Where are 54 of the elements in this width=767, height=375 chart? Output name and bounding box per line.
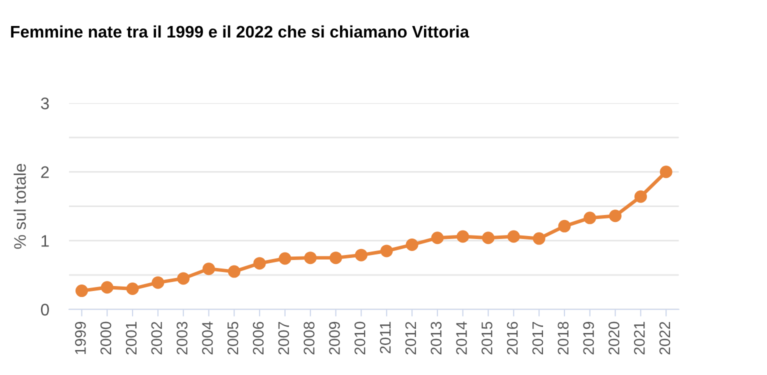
x-tick-label: 2000 xyxy=(100,322,112,354)
point xyxy=(278,252,292,265)
x-tick-label: 2002 xyxy=(151,322,162,354)
x-tick-label: 2001 xyxy=(126,322,137,354)
x-tick-label: 2013 xyxy=(430,322,442,354)
x-tick-label: 2009 xyxy=(329,322,340,354)
point xyxy=(558,220,571,232)
y-tick-label: 2 xyxy=(41,166,49,178)
point xyxy=(177,272,190,285)
chart-title: Femmine nate tra il 1999 e il 2022 che si chiamano Vittoria xyxy=(11,25,470,38)
point xyxy=(354,248,368,262)
x-tick-label: 2016 xyxy=(506,322,518,354)
x-tick-label: 2019 xyxy=(583,322,594,354)
point xyxy=(253,257,266,270)
x-tick-label: 2014 xyxy=(456,322,467,354)
point xyxy=(456,230,470,243)
x-tick-label: 2017 xyxy=(532,322,544,354)
point xyxy=(507,230,520,243)
y-tick-label: 0 xyxy=(40,304,49,316)
point xyxy=(152,276,164,289)
point xyxy=(380,244,393,258)
x-tick-label: 2018 xyxy=(558,322,569,354)
x-tick-label: 2022 xyxy=(659,322,670,354)
x-tick-label: 2010 xyxy=(354,322,366,354)
y-axis-title: % sul totale xyxy=(14,164,26,249)
y-tick-label: 3 xyxy=(40,98,49,110)
x-tick-label: 2003 xyxy=(176,322,188,354)
point xyxy=(634,190,647,203)
x-tick-label: 2008 xyxy=(304,322,314,354)
x-tick-label: 2005 xyxy=(227,322,238,354)
point xyxy=(609,210,622,222)
point xyxy=(100,281,114,294)
point xyxy=(406,238,418,251)
point xyxy=(330,252,342,264)
point xyxy=(304,252,317,264)
x-tick-label: 1999 xyxy=(75,322,86,354)
x-tick-label: 2020 xyxy=(608,322,620,354)
x-tick-label: 2021 xyxy=(634,322,645,354)
point xyxy=(660,166,672,178)
point xyxy=(228,265,240,278)
point xyxy=(482,232,494,244)
y-tick-label: 1 xyxy=(42,235,49,247)
x-tick-label: 2012 xyxy=(405,322,416,354)
point xyxy=(584,212,596,224)
x-tick-label: 2015 xyxy=(482,322,492,354)
point xyxy=(126,282,139,295)
x-tick-label: 2006 xyxy=(252,322,264,354)
point xyxy=(202,262,216,276)
x-tick-label: 2004 xyxy=(202,322,213,354)
point xyxy=(75,284,88,298)
x-tick-label: 2007 xyxy=(278,322,290,354)
x-tick-label: 2011 xyxy=(380,322,391,354)
point xyxy=(431,232,444,244)
point xyxy=(532,232,546,245)
